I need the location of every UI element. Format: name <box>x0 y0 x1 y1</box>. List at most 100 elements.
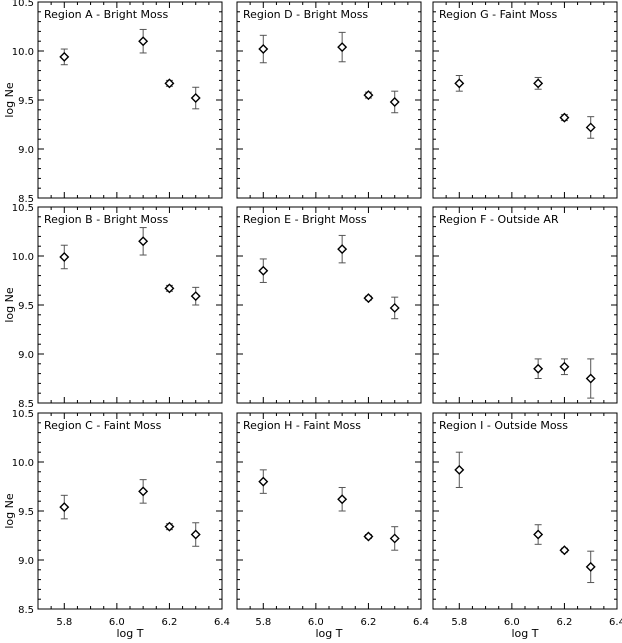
panel-6: Region F - Outside AR <box>432 206 618 404</box>
diamond-marker <box>337 42 348 53</box>
data-point <box>389 296 400 320</box>
y-axis-label: log Ne <box>3 82 16 117</box>
y-tick-label: 9.0 <box>18 350 34 361</box>
y-tick-label: 8.5 <box>18 399 34 410</box>
panel-title: Region I - Outside Moss <box>439 419 568 432</box>
diamond-marker <box>389 533 400 544</box>
data-point <box>337 486 348 512</box>
data-point <box>585 550 596 584</box>
data-point <box>454 75 465 92</box>
data-point <box>59 494 70 520</box>
y-tick-label: 10.0 <box>12 252 34 263</box>
y-tick-label: 9.0 <box>18 556 34 567</box>
plot-frame <box>432 412 618 610</box>
plot-frame <box>432 1 618 199</box>
diamond-marker <box>59 51 70 62</box>
y-tick-label: 10.5 <box>12 0 34 9</box>
diamond-marker <box>533 363 544 374</box>
panel-8: 5.8 6.0 6.2 6.4 Region H - Faint Moss log T <box>236 412 429 640</box>
x-axis-label: log T <box>512 627 539 640</box>
data-point <box>258 34 269 64</box>
data-point <box>533 76 544 90</box>
diamond-marker <box>164 283 175 294</box>
diamond-marker <box>59 251 70 262</box>
diamond-marker <box>164 78 175 89</box>
x-tick-label: 6.0 <box>308 617 324 628</box>
diamond-marker <box>363 293 374 304</box>
panel-9: 5.8 6.0 6.2 6.4 Region I - Outside Moss log T <box>432 412 622 640</box>
diamond-marker <box>258 44 269 55</box>
x-tick-label: 5.8 <box>56 617 72 628</box>
diamond-marker <box>389 302 400 313</box>
data-point <box>559 112 570 123</box>
data-point <box>164 283 175 294</box>
x-tick-label: 6.2 <box>360 617 376 628</box>
y-tick-label: 10.0 <box>12 47 34 58</box>
data-point <box>258 258 269 283</box>
diamond-marker <box>138 486 149 497</box>
diamond-marker <box>559 112 570 123</box>
data-point <box>363 90 374 101</box>
plot-frame <box>432 206 618 404</box>
x-tick-label: 5.8 <box>255 617 271 628</box>
panel-title: Region B - Bright Moss <box>44 213 169 226</box>
data-point <box>389 526 400 551</box>
data-point <box>454 451 465 488</box>
plot-frame <box>236 412 422 610</box>
y-tick-label: 8.5 <box>18 605 34 616</box>
data-point <box>258 469 269 494</box>
data-point <box>585 358 596 399</box>
y-tick-label: 10.0 <box>12 458 34 469</box>
y-tick-label: 9.0 <box>18 145 34 156</box>
panel-2: Region D - Bright Moss <box>236 1 422 199</box>
diamond-marker <box>363 90 374 101</box>
diamond-marker <box>585 373 596 384</box>
data-point <box>533 358 544 379</box>
data-point <box>337 31 348 63</box>
y-axis-label: log Ne <box>3 287 16 322</box>
data-point <box>164 78 175 89</box>
diamond-marker <box>164 521 175 532</box>
data-point <box>190 286 201 306</box>
panel-4: 8.5 9.0 9.5 10.0 10.5 Region B - Bright Moss l… <box>3 203 223 410</box>
panel-1: 8.5 9.0 9.5 10.0 10.5 Region A - Bright Moss l… <box>3 0 223 205</box>
panel-grid: 8.5 9.0 9.5 10.0 10.5 Region A - Bright Moss l… <box>3 0 622 640</box>
data-point <box>190 86 201 110</box>
panel-title: Region H - Faint Moss <box>243 419 361 432</box>
data-point <box>363 531 374 542</box>
diamond-marker <box>258 265 269 276</box>
diamond-marker <box>337 244 348 255</box>
diamond-marker <box>559 545 570 556</box>
diamond-marker <box>363 531 374 542</box>
diamond-marker <box>454 464 465 475</box>
diamond-marker <box>190 529 201 540</box>
x-tick-label: 6.4 <box>609 617 622 628</box>
diamond-marker <box>454 78 465 89</box>
data-point <box>389 90 400 114</box>
y-tick-label: 9.5 <box>18 507 34 518</box>
x-axis-label: log T <box>117 627 144 640</box>
x-tick-label: 6.0 <box>109 617 125 628</box>
x-tick-label: 6.2 <box>161 617 177 628</box>
data-point <box>533 524 544 545</box>
data-point <box>337 234 348 264</box>
diamond-marker <box>138 236 149 247</box>
data-point <box>59 244 70 270</box>
diamond-marker <box>59 502 70 513</box>
panel-title: Region E - Bright Moss <box>243 213 367 226</box>
x-tick-label: 6.0 <box>504 617 520 628</box>
diamond-marker <box>559 361 570 372</box>
plot-frame <box>37 412 223 610</box>
y-tick-label: 10.5 <box>12 203 34 214</box>
panel-title: Region D - Bright Moss <box>243 8 368 21</box>
diamond-marker <box>533 78 544 89</box>
data-point <box>559 545 570 556</box>
diamond-marker <box>337 494 348 505</box>
diamond-marker <box>138 36 149 47</box>
data-point <box>138 28 149 54</box>
panel-title: Region G - Faint Moss <box>439 8 557 21</box>
data-point <box>138 227 149 256</box>
diamond-marker <box>389 96 400 107</box>
data-point <box>363 293 374 304</box>
